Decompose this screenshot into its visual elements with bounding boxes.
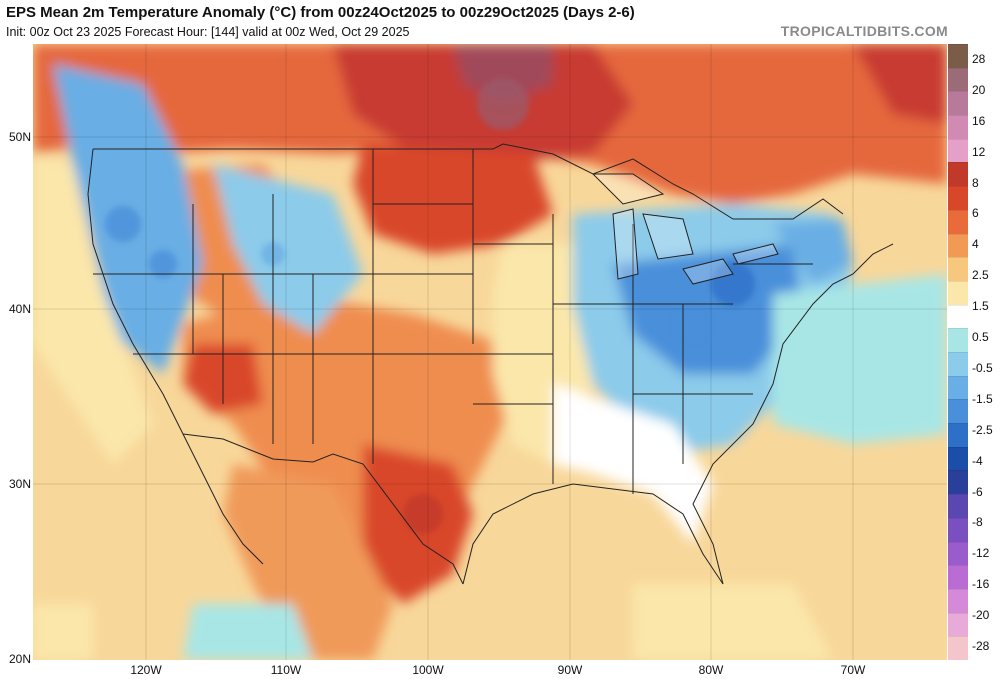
colorbar-tick-label: 0.5: [972, 330, 989, 345]
colorbar-cell: [948, 328, 968, 353]
longitude-label-120w: 120W: [130, 663, 162, 677]
colorbar-cell: [948, 280, 968, 306]
colorbar-tick-label: -4: [972, 453, 983, 468]
colorbar-cell: [948, 304, 968, 329]
colorbar-cell: [948, 375, 968, 400]
colorbar-tick-label: 2.5: [972, 268, 989, 283]
colorbar-tick-label: 8: [972, 175, 979, 190]
colorbar-tick-label: 16: [972, 113, 986, 128]
colorbar-tick-label: 4: [972, 237, 979, 252]
colorbar-cell: [948, 423, 968, 448]
anomaly-detail: [105, 78, 755, 534]
temperature-anomaly-map: [33, 44, 947, 660]
colorbar-tick-label: 6: [972, 206, 979, 221]
colorbar-cell: [948, 44, 968, 69]
colorbar-tick-label: -1.5: [972, 391, 993, 406]
latitude-label-50n: 50N: [8, 130, 31, 144]
longitude-label-100w: 100W: [412, 663, 444, 677]
colorbar-tick-label: -2.5: [972, 422, 993, 437]
latitude-label-40n: 40N: [8, 302, 31, 316]
colorbar-tick-label: -28: [972, 639, 990, 653]
colorbar-tick-label: 12: [972, 144, 986, 159]
colorbar-cell: [948, 209, 968, 235]
political-borders: [87, 143, 894, 585]
colorbar-cell: [948, 470, 968, 495]
colorbar-cell: [948, 233, 968, 258]
colorbar-cell: [948, 636, 968, 661]
colorbar-tick-label: -12: [972, 546, 990, 561]
colorbar-legend: [948, 44, 968, 661]
colorbar-tick-label: -16: [972, 577, 990, 592]
colorbar-cell: [948, 541, 968, 566]
longitude-label-90w: 90W: [557, 663, 583, 677]
colorbar-cell: [948, 565, 968, 590]
map-title: EPS Mean 2m Temperature Anomaly (°C) fro…: [6, 4, 635, 21]
colorbar-cell: [948, 352, 968, 377]
colorbar-tick-label: 28: [972, 52, 986, 66]
longitude-label-70w: 70W: [840, 663, 866, 677]
colorbar-cell: [948, 186, 968, 211]
graticule: [33, 44, 947, 660]
colorbar-tick-label: -8: [972, 515, 983, 530]
colorbar-cell: [948, 67, 968, 92]
colorbar-cell: [948, 138, 968, 163]
colorbar-cell: [948, 612, 968, 637]
colorbar-cell: [948, 446, 968, 471]
colorbar-cell: [948, 91, 968, 116]
colorbar-cell: [948, 517, 968, 543]
anomaly-shading: [33, 44, 947, 660]
colorbar-cell: [948, 494, 968, 519]
great-lakes: [591, 173, 779, 285]
map-canvas: [33, 44, 947, 660]
colorbar-cell: [948, 257, 968, 282]
colorbar-tick-label: -6: [972, 484, 983, 499]
colorbar-tick-label: 1.5: [972, 299, 989, 314]
colorbar-tick-label: -20: [972, 608, 990, 623]
colorbar-cell: [948, 588, 968, 614]
brand-watermark: TROPICALTIDBITS.COM: [780, 23, 948, 39]
colorbar-tick-label: -0.5: [972, 360, 993, 375]
colorbar-cell: [948, 162, 968, 187]
longitude-label-110w: 110W: [270, 663, 302, 677]
colorbar-cell: [948, 115, 968, 140]
latitude-label-20n: 20N: [8, 652, 31, 666]
longitude-label-80w: 80W: [698, 663, 724, 677]
colorbar-tick-label: 20: [972, 82, 986, 97]
latitude-label-30n: 30N: [8, 477, 31, 491]
colorbar-cell: [948, 399, 968, 424]
map-subtitle: Init: 00z Oct 23 2025 Forecast Hour: [14…: [6, 25, 410, 39]
